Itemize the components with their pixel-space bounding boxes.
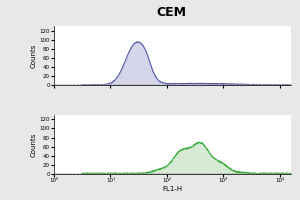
Y-axis label: Counts: Counts	[31, 132, 37, 157]
Y-axis label: Counts: Counts	[31, 43, 37, 68]
X-axis label: FL1-H: FL1-H	[162, 186, 183, 192]
Text: CEM: CEM	[156, 5, 186, 19]
